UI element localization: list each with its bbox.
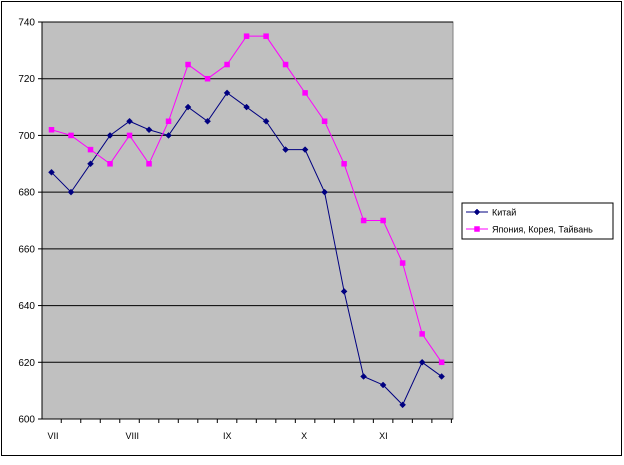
data-point [419, 331, 425, 337]
series-2 [48, 33, 445, 366]
series-1 [48, 89, 445, 409]
data-point [146, 161, 152, 167]
data-point [204, 117, 211, 125]
data-point [262, 117, 270, 125]
data-point [302, 90, 308, 96]
legend-marker-shape [473, 208, 481, 216]
data-point [243, 103, 250, 111]
x-tick-label: VII [48, 431, 59, 441]
x-tick-label: VIII [126, 431, 140, 441]
series-layer [48, 33, 445, 409]
data-point [87, 160, 94, 168]
data-point [321, 188, 328, 196]
axes: 600 620 640 660 680 700 720 740 VII VIII IX X XI [18, 18, 453, 441]
data-point [301, 146, 309, 153]
data-point [438, 373, 445, 380]
y-tick-label: 660 [18, 244, 35, 255]
y-tick-label: 720 [18, 74, 35, 85]
data-point [282, 146, 289, 153]
x-tick-label: X [301, 431, 307, 441]
y-tick-label: 640 [18, 301, 35, 312]
data-point [126, 117, 133, 125]
data-point [165, 118, 172, 124]
data-point [48, 127, 55, 133]
data-point [243, 33, 250, 39]
data-point [360, 217, 367, 224]
data-point [67, 188, 75, 196]
data-point [399, 260, 406, 266]
data-point [438, 359, 445, 366]
data-point [107, 161, 113, 167]
data-point [165, 132, 172, 139]
data-point [48, 168, 55, 176]
legend-marker-series-2 [474, 226, 480, 232]
x-tick-label: XI [379, 431, 388, 441]
data-point [341, 161, 347, 167]
legend-marker-shape [474, 226, 480, 232]
data-point [126, 132, 133, 139]
data-point [418, 358, 426, 366]
data-point [399, 401, 406, 409]
y-tick-label: 620 [18, 358, 35, 369]
y-tick-label: 600 [18, 415, 35, 426]
y-tick-label: 680 [18, 188, 35, 199]
data-point [184, 103, 192, 111]
data-point [321, 118, 328, 124]
data-point [282, 61, 289, 68]
data-point [263, 33, 269, 39]
data-point [223, 89, 231, 97]
data-point [224, 61, 230, 68]
data-point [87, 146, 94, 153]
data-point [379, 381, 387, 389]
legend-marker-series-1 [473, 208, 481, 216]
data-point [360, 373, 367, 380]
data-point [380, 217, 386, 224]
legend: Китай Япония, Корея, Тайвань [461, 202, 614, 240]
legend-box [461, 202, 614, 240]
y-tick-label: 700 [18, 131, 35, 142]
data-point [106, 132, 114, 139]
x-tick-label: IX [223, 431, 232, 441]
y-tick-label: 740 [18, 18, 35, 29]
data-point [185, 61, 191, 68]
legend-label-series-2: Япония, Корея, Тайвань [492, 225, 593, 235]
data-point [145, 126, 153, 134]
data-point [340, 288, 348, 295]
plot-area [41, 21, 454, 420]
data-point [204, 75, 211, 82]
legend-label-series-1: Китай [492, 208, 516, 218]
data-point [68, 132, 74, 139]
